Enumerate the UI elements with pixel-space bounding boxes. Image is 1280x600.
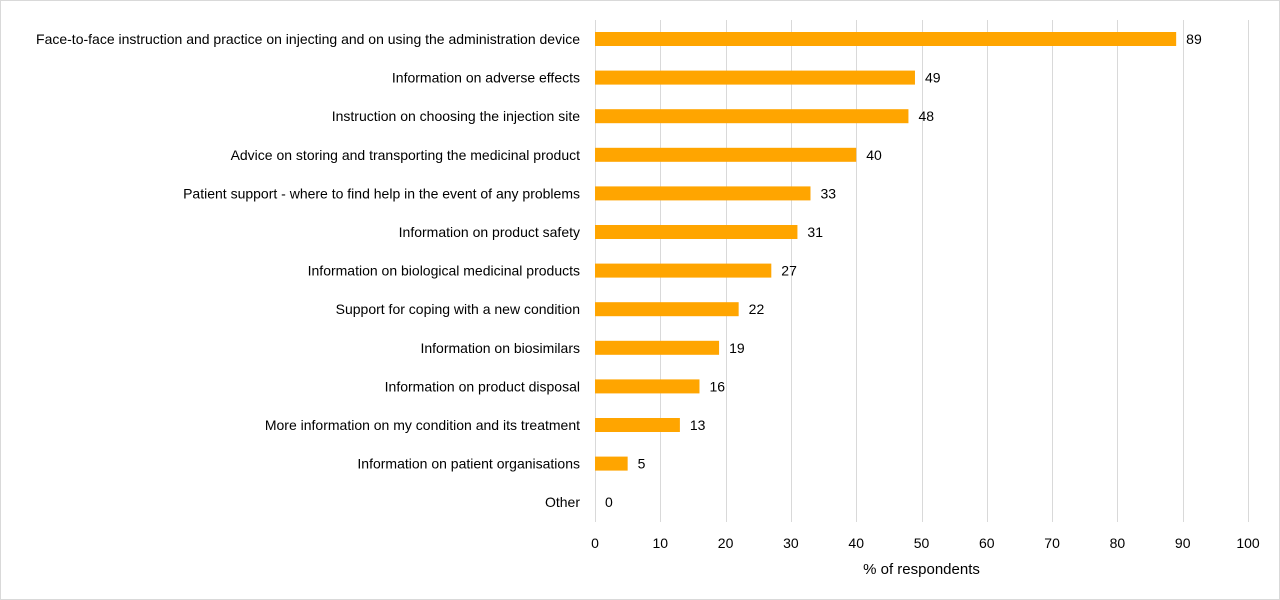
x-tick-label: 40	[848, 535, 864, 551]
x-axis-ticks: 0 10 20 30 40 50 60 70 80 90 100	[591, 535, 1260, 551]
value-labels: 89 49 48 40 33 31 27 22 19 16 13 5 0	[605, 31, 1202, 510]
data-label: 33	[820, 185, 836, 201]
category-label: Instruction on choosing the injection si…	[332, 108, 580, 124]
data-label: 48	[918, 108, 934, 124]
bar	[595, 456, 628, 471]
data-label: 22	[749, 301, 765, 317]
x-tick-label: 50	[914, 535, 930, 551]
data-label: 16	[709, 378, 725, 394]
category-label: Information on product safety	[399, 224, 580, 240]
data-label: 5	[638, 456, 646, 472]
data-label: 0	[605, 494, 613, 510]
data-label: 27	[781, 263, 797, 279]
x-tick-label: 30	[783, 535, 799, 551]
category-label: More information on my condition and its…	[265, 417, 580, 433]
data-label: 89	[1186, 31, 1202, 47]
category-label: Patient support - where to find help in …	[183, 185, 580, 201]
bar	[595, 70, 915, 85]
category-label: Information on patient organisations	[357, 456, 580, 472]
data-label: 19	[729, 340, 745, 356]
x-tick-label: 60	[979, 535, 995, 551]
bar	[595, 147, 857, 162]
bar	[595, 186, 811, 201]
category-label: Information on product disposal	[385, 378, 580, 394]
x-tick-label: 20	[718, 535, 734, 551]
bar	[595, 379, 700, 394]
x-tick-label: 80	[1110, 535, 1126, 551]
bar	[595, 32, 1177, 46]
data-label: 40	[866, 147, 882, 163]
category-labels: Face-to-face instruction and practice on…	[36, 31, 580, 510]
bars	[595, 32, 1177, 471]
x-tick-label: 0	[591, 535, 599, 551]
bar	[595, 302, 739, 317]
bar	[595, 109, 909, 124]
bar	[595, 263, 772, 278]
bar	[595, 418, 680, 432]
category-label: Other	[545, 494, 580, 510]
x-axis-title: % of respondents	[863, 561, 980, 578]
data-label: 49	[925, 70, 941, 86]
category-label: Face-to-face instruction and practice on…	[36, 31, 580, 47]
data-label: 13	[690, 417, 706, 433]
bar	[595, 340, 720, 355]
data-label: 31	[807, 224, 823, 240]
category-label: Information on biological medicinal prod…	[308, 263, 580, 279]
category-label: Information on adverse effects	[392, 70, 580, 86]
gridlines	[595, 20, 1249, 522]
category-label: Support for coping with a new condition	[336, 301, 580, 317]
x-tick-label: 100	[1236, 535, 1260, 551]
category-label: Advice on storing and transporting the m…	[231, 147, 581, 163]
x-tick-label: 10	[653, 535, 669, 551]
bar	[595, 225, 798, 239]
x-tick-label: 90	[1175, 535, 1191, 551]
x-tick-label: 70	[1044, 535, 1060, 551]
category-label: Information on biosimilars	[420, 340, 580, 356]
